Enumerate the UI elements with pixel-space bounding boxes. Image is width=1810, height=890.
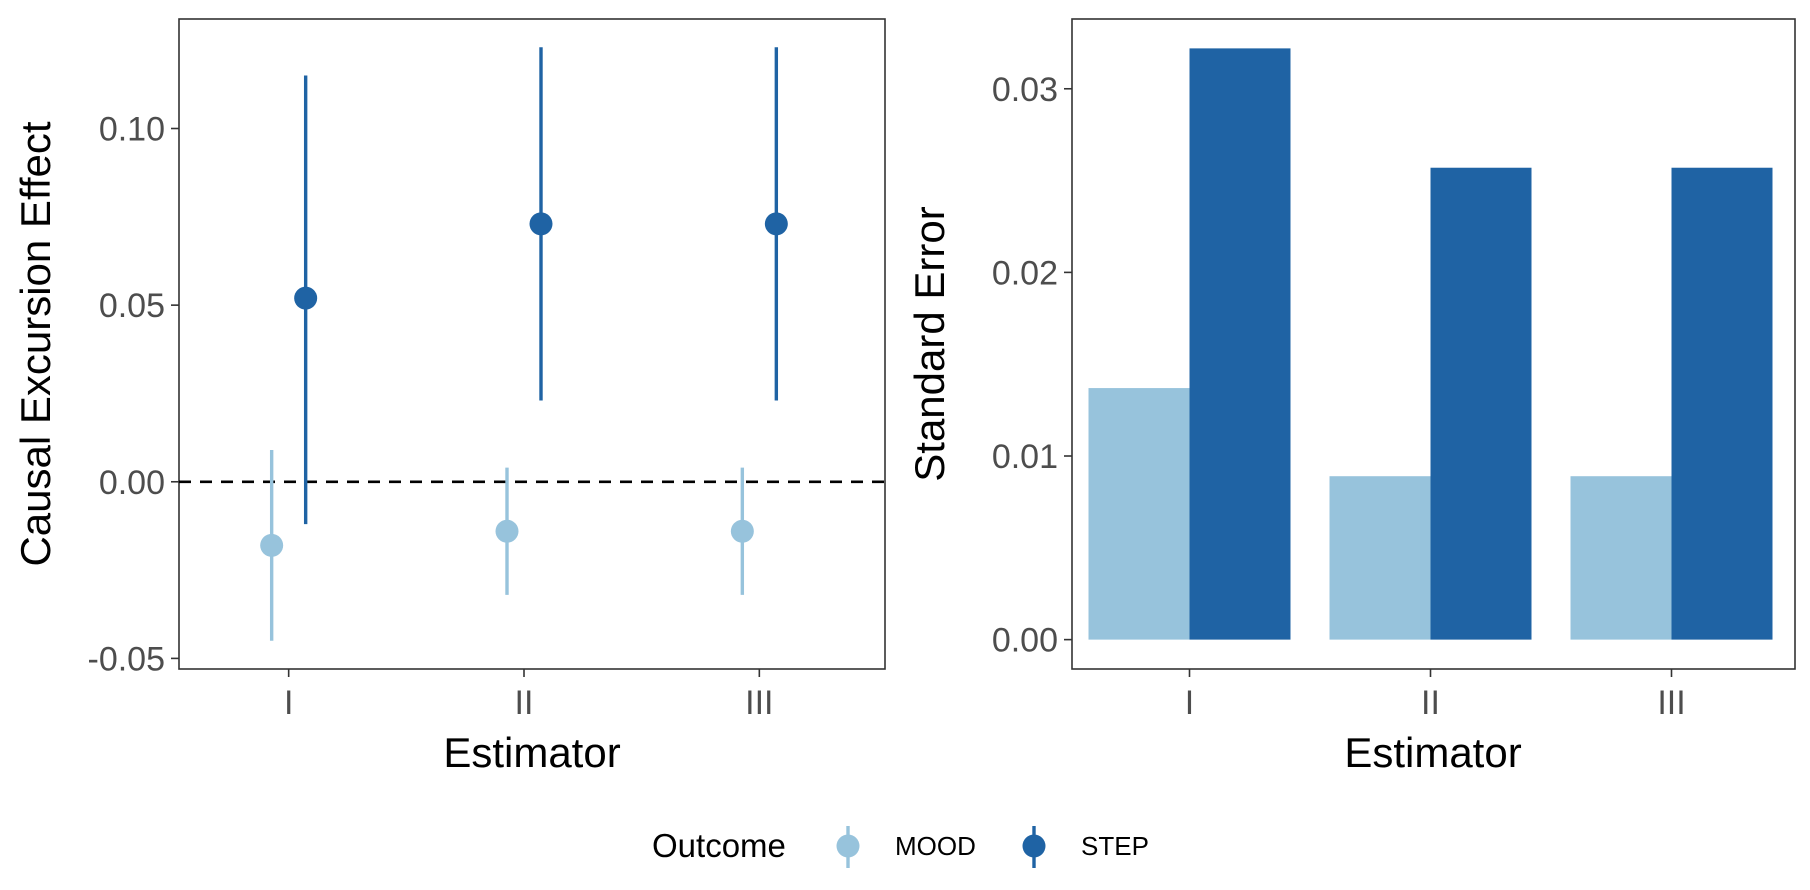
stderr-y-tick-label: 0.03: [992, 71, 1058, 109]
stderr-y-tick-label: 0.01: [992, 438, 1058, 476]
effect-panel-border: [178, 18, 886, 670]
effect-y-tick-label: 0.05: [99, 287, 165, 325]
mood-bar-II: [1329, 476, 1431, 640]
effect-x-tick-label: I: [284, 684, 293, 722]
step-bar-II: [1430, 167, 1532, 640]
step-bar-I: [1189, 48, 1291, 640]
stderr-y-tick-label: 0.00: [992, 622, 1058, 660]
step-bar-III: [1671, 167, 1773, 640]
mood-legend-label: MOOD: [895, 831, 976, 861]
effect-y-axis-title: Causal Excursion Effect: [12, 121, 59, 566]
legend-title: Outcome: [652, 827, 786, 864]
effect-y-tick-label: 0.10: [99, 111, 165, 149]
step-legend-label: STEP: [1081, 831, 1149, 861]
mood-point-III: [730, 519, 754, 543]
step-legend-key: [1022, 834, 1046, 858]
effect-x-axis-title: Estimator: [443, 729, 620, 776]
mood-point-II: [495, 519, 519, 543]
mood-legend-key: [836, 834, 860, 858]
stderr-y-tick-label: 0.02: [992, 254, 1058, 292]
effect-x-tick-label: III: [745, 684, 773, 722]
mood-bar-III: [1570, 476, 1672, 640]
mood-bar-I: [1088, 388, 1190, 640]
stderr-x-tick-label: II: [1421, 684, 1440, 722]
step-point-I: [294, 286, 318, 310]
stderr-x-tick-label: I: [1185, 684, 1194, 722]
stderr-y-axis-title: Standard Error: [906, 206, 953, 481]
legend: Outcome MOOD STEP: [652, 826, 1149, 868]
effect-panel: -0.050.000.050.10 I II III Estimator Causa…: [12, 18, 886, 776]
step-point-II: [529, 212, 553, 236]
mood-point-I: [260, 533, 284, 557]
step-point-III: [764, 212, 788, 236]
stderr-x-tick-label: III: [1657, 684, 1685, 722]
effect-y-tick-label: 0.00: [99, 464, 165, 502]
effect-y-tick-label: -0.05: [88, 640, 166, 678]
effect-x-tick-label: II: [515, 684, 534, 722]
stderr-x-axis-title: Estimator: [1344, 729, 1521, 776]
stderr-panel: 0.000.010.020.03 I II III Estimator Standa…: [906, 18, 1796, 776]
stderr-panel-border: [1071, 18, 1796, 670]
